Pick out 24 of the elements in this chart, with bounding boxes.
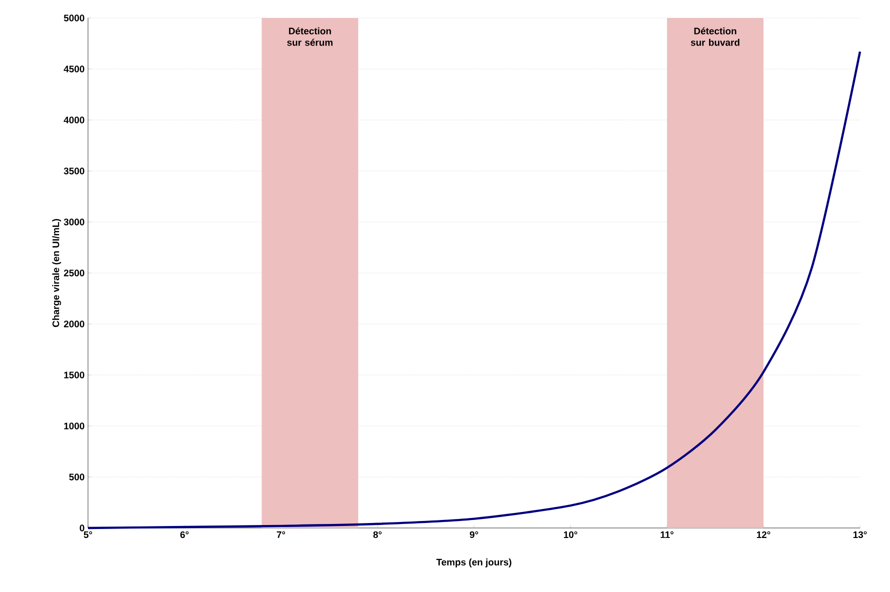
y-tick-label: 3000 xyxy=(64,218,84,226)
y-tick-label: 2500 xyxy=(64,270,84,276)
x-tick-label: 12° xyxy=(756,531,770,538)
x-tick-label: 13° xyxy=(853,531,867,538)
y-tick-label: 4500 xyxy=(64,66,84,72)
x-tick-label: 10° xyxy=(564,531,578,538)
y-tick-label: 3500 xyxy=(64,168,84,174)
x-tick-label: 7° xyxy=(276,531,286,538)
x-tick-label: 6° xyxy=(180,531,189,538)
x-tick-label: 5° xyxy=(84,531,92,538)
y-tick-label: 4000 xyxy=(64,116,84,124)
x-tick-label: 8° xyxy=(373,531,382,538)
y-tick-label: 500 xyxy=(69,474,84,480)
y-tick-label: 0 xyxy=(80,524,84,532)
y-tick-label: 1000 xyxy=(64,422,84,430)
x-tick-label: 9° xyxy=(470,531,478,538)
band-label: Détection sur sérum xyxy=(287,27,333,46)
x-tick-label: 11° xyxy=(660,531,674,538)
y-tick-label: 1500 xyxy=(64,372,84,378)
x-axis-title: Temps (en jours) xyxy=(436,558,512,568)
band-label: Détection sur buvard xyxy=(690,27,740,46)
y-tick-label: 2000 xyxy=(64,320,84,328)
y-tick-label: 5000 xyxy=(64,14,84,22)
y-axis-title: Charge virale (en UI/mL) xyxy=(52,219,62,328)
